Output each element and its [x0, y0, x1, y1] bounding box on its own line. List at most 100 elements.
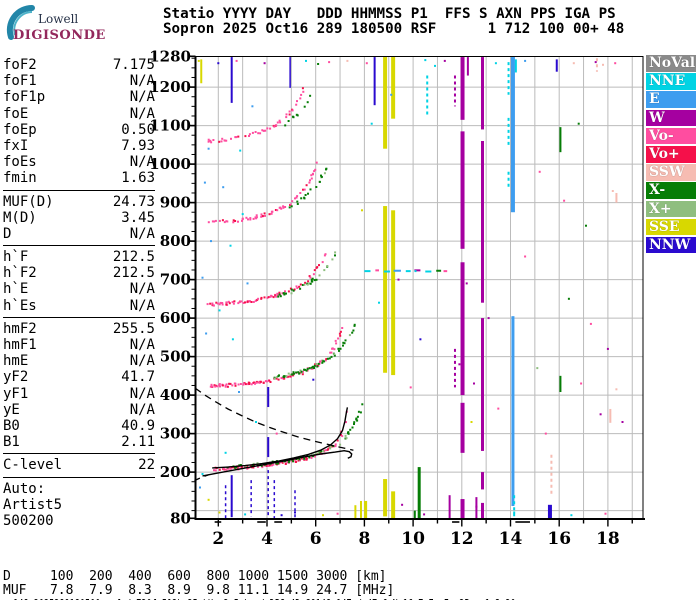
y-tick-label: 800 — [160, 232, 191, 250]
y-tick-label: 1200 — [149, 78, 191, 96]
param-value: 2.11 — [121, 434, 155, 451]
param-row-foep: foEp 0.50 — [3, 122, 155, 138]
y-tick-label: 700 — [160, 271, 191, 289]
param-label: yF2 — [3, 369, 29, 386]
y-tick-label: 500 — [160, 348, 191, 366]
echo-direction-legend: NoVal NNE E W Vo- Vo+ SSW X- X+ SSE NNW — [646, 55, 696, 255]
param-value: N/A — [129, 337, 155, 353]
param-label: h`F2 — [3, 265, 37, 282]
param-label: fxI — [3, 137, 29, 154]
param-label: Artist5 — [3, 496, 63, 513]
legend-item-e: E — [646, 91, 696, 108]
param-value: N/A — [129, 89, 155, 106]
param-value: 41.7 — [121, 369, 155, 386]
param-row-mufd: MUF(D) 24.73 — [3, 194, 155, 210]
file-info-row: so148_2025289180500.rsf / 720fx512h 25 k… — [3, 598, 516, 600]
param-label: yF1 — [3, 385, 29, 402]
param-row-fxi: fxI 7.93 — [3, 138, 155, 154]
y-tick-label: 400 — [160, 386, 191, 404]
param-label: h`F — [3, 249, 29, 266]
legend-item-w: W — [646, 109, 696, 127]
param-label: yE — [3, 401, 20, 418]
legend-item-ssw: SSW — [646, 164, 696, 181]
parameter-panel: foF2 7.175 foF1 N/A foF1p N/A foE N/A foEp 0.50 fx… — [3, 57, 155, 529]
param-divider — [3, 245, 155, 247]
param-value: 22 — [138, 457, 155, 474]
param-label: hmE — [3, 353, 29, 370]
param-row-b0: B0 40.9 — [3, 418, 155, 434]
y-tick-label: 200 — [160, 463, 191, 481]
y-tick-label: 1280 — [149, 47, 191, 65]
param-divider — [3, 189, 155, 192]
legend-item-sse: SSE — [646, 218, 696, 236]
param-row-fof2: foF2 7.175 — [3, 57, 155, 73]
distance-row: D 100 200 400 600 800 1000 1500 3000 [km… — [3, 569, 387, 584]
param-label: D — [3, 225, 12, 242]
hprime-trace-fit-curve — [212, 407, 349, 469]
logo-lowell-text: Lowell — [38, 12, 79, 26]
muf-transmission-curve — [194, 387, 354, 451]
param-label: MUF(D) — [3, 193, 54, 210]
param-value: N/A — [129, 281, 155, 298]
param-row-hme: hmE N/A — [3, 353, 155, 369]
param-row-b1: B1 2.11 — [3, 434, 155, 450]
logo-swoosh-icon — [6, 4, 35, 40]
param-row-he: h`E N/A — [3, 281, 155, 297]
param-row-500200: 500200 — [3, 513, 155, 529]
param-row-foes: foEs N/A — [3, 154, 155, 170]
param-value: 1.63 — [121, 170, 155, 187]
artist-curves — [194, 387, 354, 482]
param-value: 0.50 — [121, 121, 155, 138]
param-row-auto: Auto: — [3, 481, 155, 497]
plot-grid — [195, 56, 643, 519]
param-value: N/A — [129, 353, 155, 370]
x-tick-label: 8 — [358, 529, 370, 549]
header-columns-line: Statio YYYY DAY DDD HHMMSS P1 FFS S AXN … — [163, 6, 616, 22]
logo-digisonde-text: DIGISONDE — [13, 28, 106, 43]
param-label: hmF2 — [3, 320, 37, 337]
param-value: N/A — [129, 225, 155, 242]
param-label: B0 — [3, 417, 20, 434]
lowell-digisonde-logo: Lowell DIGISONDE — [4, 4, 134, 48]
param-value: 212.5 — [112, 249, 155, 266]
muf-row: MUF 7.8 7.9 8.3 8.9 9.8 11.1 14.9 24.7 [… — [3, 583, 395, 598]
param-row-fof1: foF1 N/A — [3, 73, 155, 89]
x-tick-label: 14 — [499, 529, 523, 549]
param-divider — [3, 453, 155, 455]
legend-item-vo: Vo- — [646, 127, 696, 145]
param-label: hmF1 — [3, 337, 37, 353]
param-label: B1 — [3, 434, 20, 451]
param-row-yf1: yF1 N/A — [3, 386, 155, 402]
param-row-hes: h`Es N/A — [3, 298, 155, 314]
param-row-md: M(D) 3.45 — [3, 210, 155, 226]
noise-dots — [197, 59, 624, 517]
y-tick-label: 80 — [170, 509, 191, 527]
x-tick-label: 16 — [547, 529, 571, 549]
spread-echo-dashes — [364, 269, 448, 273]
legend-item-vo: Vo+ — [646, 145, 696, 163]
param-row-clevel: C-level 22 — [3, 457, 155, 473]
header-values-line: Sopron 2025 Oct16 289 180500 RSF 1 712 1… — [163, 20, 625, 37]
param-row-fmin: fmin 1.63 — [3, 170, 155, 186]
param-value: 212.5 — [112, 265, 155, 282]
param-label: foF1p — [3, 89, 46, 106]
x-tick-label: 12 — [450, 529, 474, 549]
param-row-hf2: h`F2 212.5 — [3, 265, 155, 281]
param-divider — [3, 316, 155, 319]
param-row-hf: h`F 212.5 — [3, 249, 155, 265]
param-value: N/A — [129, 73, 155, 90]
param-row-yf2: yF2 41.7 — [3, 369, 155, 385]
param-row-artist5: Artist5 — [3, 497, 155, 513]
param-value: 7.93 — [121, 137, 155, 154]
param-value: N/A — [129, 105, 155, 122]
plot-axes: 1280120011001000900800700600500400300200… — [149, 47, 645, 549]
param-label: C-level — [3, 457, 63, 474]
x-tick-label: 4 — [261, 529, 273, 549]
param-row-foe: foE N/A — [3, 106, 155, 122]
rfi-bars — [200, 57, 618, 519]
legend-item-nnw: NNW — [646, 236, 696, 254]
param-label: h`Es — [3, 297, 37, 314]
param-row-fof1p: foF1p N/A — [3, 89, 155, 105]
param-label: Auto: — [3, 480, 46, 497]
